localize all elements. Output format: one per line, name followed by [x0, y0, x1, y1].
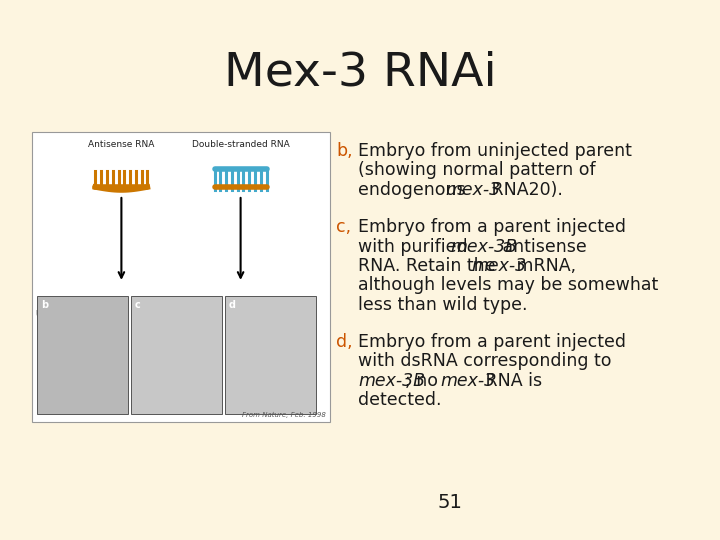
Text: d: d	[229, 300, 236, 310]
Text: mex-3B: mex-3B	[358, 372, 425, 390]
Text: Embryo from a parent injected: Embryo from a parent injected	[358, 218, 626, 236]
Text: Antisense RNA: Antisense RNA	[89, 140, 155, 149]
Text: mex-3B: mex-3B	[450, 238, 517, 255]
FancyBboxPatch shape	[225, 296, 316, 414]
Text: 51: 51	[438, 493, 462, 512]
FancyBboxPatch shape	[131, 296, 222, 414]
Text: Uninjected embryo: Uninjected embryo	[36, 310, 117, 319]
Text: RNA. Retain the: RNA. Retain the	[358, 257, 501, 275]
FancyBboxPatch shape	[37, 296, 128, 414]
Text: endogenous: endogenous	[358, 181, 471, 199]
Text: Embryo from a parent injected: Embryo from a parent injected	[358, 333, 626, 351]
Text: antisense: antisense	[497, 238, 587, 255]
Text: From Nature, Feb. 1998: From Nature, Feb. 1998	[242, 412, 326, 418]
Text: (showing normal pattern of: (showing normal pattern of	[358, 161, 595, 179]
Text: Double-stranded RNA: Double-stranded RNA	[192, 140, 289, 149]
Text: d,: d,	[336, 333, 353, 351]
Text: less than wild type.: less than wild type.	[358, 295, 528, 314]
Text: b,: b,	[336, 142, 353, 160]
Text: RNA20).: RNA20).	[486, 181, 563, 199]
Text: detected.: detected.	[358, 391, 441, 409]
FancyBboxPatch shape	[32, 132, 330, 422]
Text: c,: c,	[336, 218, 351, 236]
Text: Embryo from uninjected parent: Embryo from uninjected parent	[358, 142, 632, 160]
Text: mex-3: mex-3	[471, 257, 526, 275]
Text: although levels may be somewhat: although levels may be somewhat	[358, 276, 658, 294]
Text: mex-3: mex-3	[440, 372, 495, 390]
Text: mRNA,: mRNA,	[511, 257, 576, 275]
Text: RNA is: RNA is	[480, 372, 542, 390]
Text: Mex-3 RNAi: Mex-3 RNAi	[224, 50, 496, 95]
Text: c: c	[135, 300, 140, 310]
Text: mex-3: mex-3	[445, 181, 500, 199]
Text: ; no: ; no	[405, 372, 444, 390]
Text: with purified: with purified	[358, 238, 473, 255]
Text: b: b	[41, 300, 48, 310]
Text: with dsRNA corresponding to: with dsRNA corresponding to	[358, 353, 611, 370]
